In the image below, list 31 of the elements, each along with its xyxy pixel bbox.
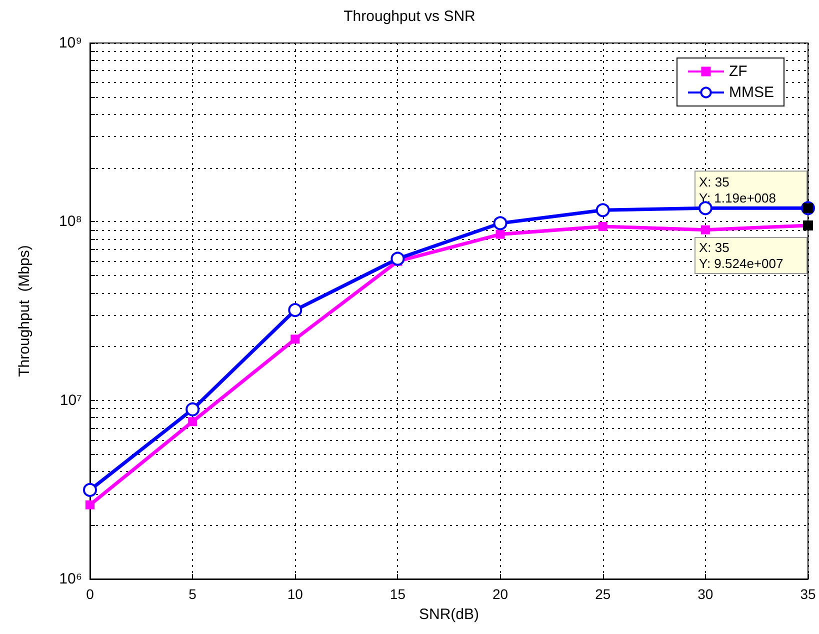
y-axis-title: Throughput (Mbps) bbox=[16, 245, 33, 377]
x-tick-label: 20 bbox=[492, 586, 508, 602]
point bbox=[390, 252, 405, 266]
point bbox=[598, 222, 608, 231]
x-tick-label: 0 bbox=[86, 586, 94, 602]
x-tick-label: 25 bbox=[595, 586, 611, 602]
annotation: X: 35 Y: 9.524e+007 bbox=[699, 240, 784, 271]
point bbox=[186, 402, 200, 416]
point bbox=[493, 216, 508, 230]
point bbox=[188, 417, 198, 426]
x-tick-label: 30 bbox=[698, 586, 714, 602]
x-tick-label: 10 bbox=[287, 586, 304, 602]
y-tick-label: 10⁷ bbox=[60, 392, 82, 409]
x-axis-title: SNR(dB) bbox=[418, 606, 480, 623]
point bbox=[496, 230, 505, 239]
y-tick-label: 10⁹ bbox=[58, 34, 82, 52]
y-tick-label: 10⁸ bbox=[58, 213, 82, 230]
x-tick-label: 5 bbox=[188, 586, 197, 602]
point bbox=[86, 500, 94, 510]
x-tick-label: 35 bbox=[800, 586, 816, 602]
point bbox=[700, 225, 710, 234]
x-tick-label: 15 bbox=[390, 586, 406, 602]
point bbox=[596, 203, 610, 218]
point bbox=[288, 303, 302, 318]
chart-title: Throughput vs SNR bbox=[344, 8, 476, 25]
y-tick-label: 10⁶ bbox=[59, 570, 82, 588]
point bbox=[290, 334, 300, 344]
legend-label: ZF bbox=[729, 63, 748, 80]
point bbox=[698, 201, 712, 216]
point bbox=[83, 482, 97, 497]
legend-label: MMSE bbox=[729, 84, 774, 101]
